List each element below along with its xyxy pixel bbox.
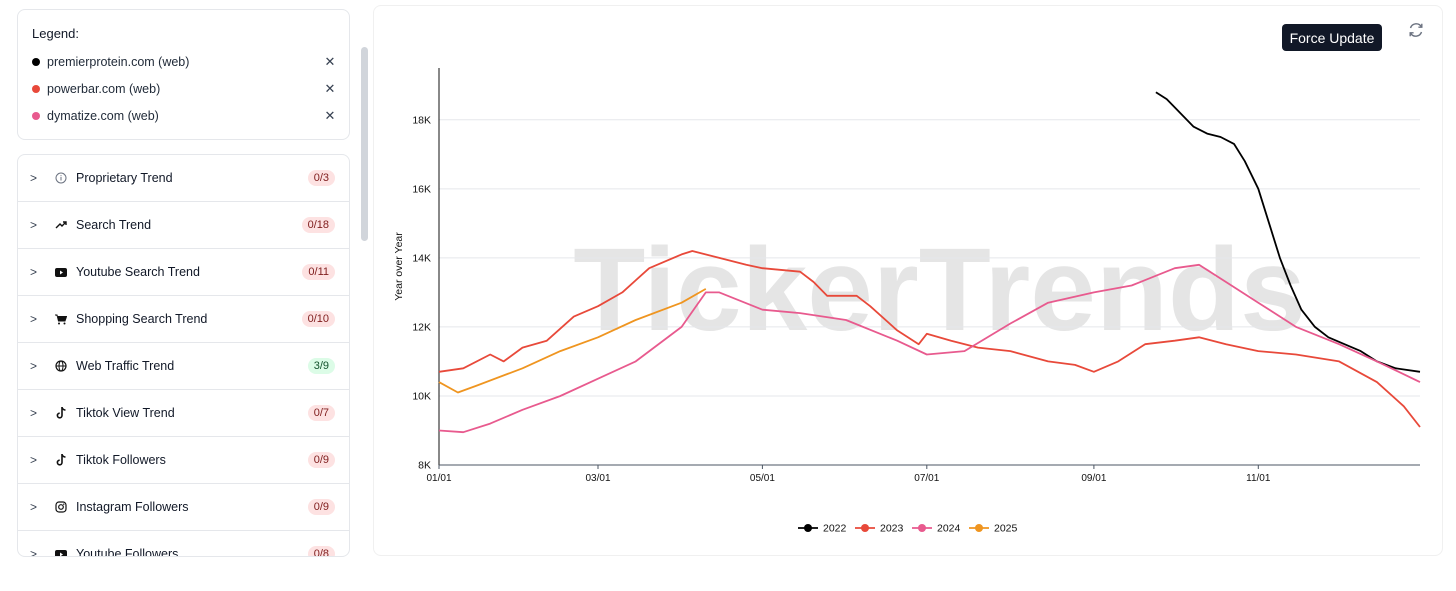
status-badge: 0/9	[307, 452, 335, 468]
series-line-2024	[438, 263, 1421, 434]
chevron-right-icon: >	[30, 359, 38, 373]
legend-label: 2025	[994, 523, 1018, 535]
trend-row-tiktok-view[interactable]: > Tiktok View Trend 0/7	[18, 390, 349, 437]
trend-row-instagram-followers[interactable]: > Instagram Followers 0/9	[18, 484, 349, 531]
y-tick-label: 14K	[412, 252, 431, 264]
legend-item: dymatize.com (web) ✕	[32, 106, 337, 126]
x-tick-label: 07/01	[914, 473, 939, 484]
legend-item-label: premierprotein.com (web)	[47, 55, 190, 69]
scrollbar[interactable]	[361, 47, 368, 241]
instagram-icon	[52, 500, 70, 514]
x-tick-label: 11/01	[1246, 473, 1271, 484]
trending-up-icon	[52, 218, 70, 232]
trend-row-label: Shopping Search Trend	[76, 312, 208, 326]
y-tick-label: 12K	[412, 321, 431, 333]
trend-row-youtube-followers[interactable]: > Youtube Followers 0/8	[18, 531, 349, 557]
chart-card	[373, 5, 1443, 556]
status-badge: 0/8	[307, 546, 335, 556]
y-tick-label: 8K	[418, 460, 431, 472]
chevron-right-icon: >	[30, 453, 38, 467]
legend-marker	[804, 524, 812, 532]
chevron-right-icon: >	[30, 406, 38, 420]
remove-icon[interactable]: ✕	[324, 81, 336, 96]
x-tick-label: 01/01	[426, 473, 451, 484]
series-line-2025	[438, 288, 707, 394]
force-update-button[interactable]: Force Update	[1282, 24, 1382, 51]
trend-row-label: Youtube Search Trend	[76, 265, 200, 279]
chevron-right-icon: >	[30, 218, 38, 232]
trend-row-label: Tiktok Followers	[76, 453, 166, 467]
status-badge: 0/10	[301, 311, 335, 327]
trend-row-shopping-search[interactable]: > Shopping Search Trend 0/10	[18, 296, 349, 343]
remove-icon[interactable]: ✕	[324, 108, 336, 123]
youtube-icon	[52, 265, 70, 279]
trend-row-label: Instagram Followers	[76, 500, 189, 514]
refresh-icon[interactable]	[1406, 20, 1426, 40]
series-line-2023	[438, 250, 1421, 428]
legend-card: Legend: premierprotein.com (web) ✕ power…	[17, 9, 350, 140]
legend-marker	[861, 524, 869, 532]
status-badge: 0/18	[301, 217, 335, 233]
chevron-right-icon: >	[30, 171, 38, 185]
info-icon	[52, 171, 70, 185]
status-badge: 0/11	[302, 264, 335, 280]
trend-row-youtube-search[interactable]: > Youtube Search Trend 0/11	[18, 249, 349, 296]
chevron-right-icon: >	[30, 265, 38, 279]
trend-row-tiktok-followers[interactable]: > Tiktok Followers 0/9	[18, 437, 349, 484]
legend-title: Legend:	[32, 26, 79, 41]
y-tick-label: 10K	[412, 390, 431, 402]
x-tick-label: 05/01	[750, 473, 775, 484]
x-tick-label: 09/01	[1081, 473, 1106, 484]
legend-dot	[32, 85, 40, 93]
x-tick-label: 03/01	[585, 473, 610, 484]
globe-icon	[52, 359, 70, 373]
y-axis-label: Year over Year	[393, 232, 405, 301]
left-panel: Legend: premierprotein.com (web) ✕ power…	[17, 9, 350, 557]
legend-label: 2023	[880, 523, 904, 535]
series-line-2022	[1155, 91, 1421, 373]
legend-dot	[32, 58, 40, 66]
legend-label: 2022	[823, 523, 847, 535]
trend-row-label: Tiktok View Trend	[76, 406, 175, 420]
trend-list: > Proprietary Trend 0/3 > Search Trend 0…	[17, 154, 350, 557]
chevron-right-icon: >	[30, 312, 38, 326]
status-badge: 0/9	[307, 499, 335, 515]
status-badge: 0/7	[307, 405, 335, 421]
status-badge: 3/9	[307, 358, 335, 374]
tiktok-icon	[52, 406, 70, 420]
trend-row-label: Web Traffic Trend	[76, 359, 175, 373]
trend-row-label: Youtube Followers	[76, 547, 179, 557]
status-badge: 0/3	[307, 170, 335, 186]
y-tick-label: 16K	[412, 183, 431, 195]
trend-row-label: Proprietary Trend	[76, 171, 173, 185]
legend-item: powerbar.com (web) ✕	[32, 79, 337, 99]
shopping-cart-icon	[52, 312, 70, 326]
youtube-icon	[52, 547, 70, 556]
legend-item: premierprotein.com (web) ✕	[32, 52, 337, 72]
legend-marker	[975, 524, 983, 532]
legend-item-label: powerbar.com (web)	[47, 82, 161, 96]
legend-dot	[32, 112, 40, 120]
tiktok-icon	[52, 453, 70, 467]
legend-marker	[918, 524, 926, 532]
y-tick-label: 18K	[412, 114, 431, 126]
trend-row-web-traffic[interactable]: > Web Traffic Trend 3/9	[18, 343, 349, 390]
chevron-right-icon: >	[30, 547, 38, 557]
legend-item-label: dymatize.com (web)	[47, 109, 159, 123]
trend-row-search[interactable]: > Search Trend 0/18	[18, 202, 349, 249]
remove-icon[interactable]: ✕	[324, 54, 336, 69]
watermark: TickerTrends	[573, 224, 1305, 356]
chevron-right-icon: >	[30, 500, 38, 514]
trend-row-proprietary[interactable]: > Proprietary Trend 0/3	[18, 155, 349, 202]
trend-row-label: Search Trend	[76, 218, 152, 232]
legend-label: 2024	[937, 523, 961, 535]
